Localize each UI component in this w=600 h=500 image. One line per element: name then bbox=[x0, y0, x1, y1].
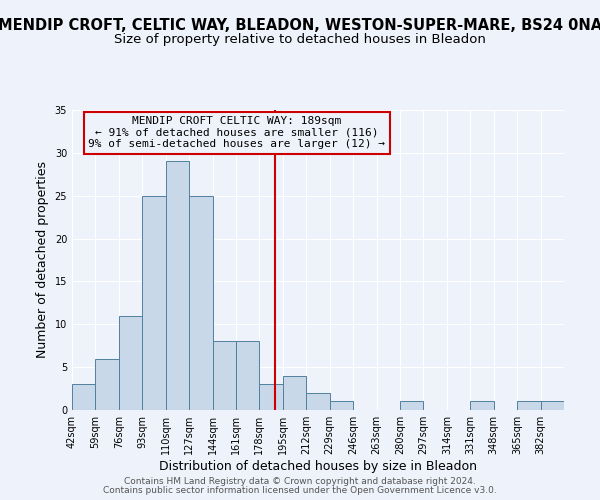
Bar bbox=[400, 402, 424, 410]
Text: Size of property relative to detached houses in Bleadon: Size of property relative to detached ho… bbox=[114, 32, 486, 46]
Bar bbox=[306, 393, 330, 410]
Text: Contains public sector information licensed under the Open Government Licence v3: Contains public sector information licen… bbox=[103, 486, 497, 495]
Y-axis label: Number of detached properties: Number of detached properties bbox=[36, 162, 49, 358]
Bar bbox=[72, 384, 95, 410]
Bar bbox=[212, 342, 236, 410]
Bar bbox=[236, 342, 259, 410]
Bar bbox=[166, 162, 189, 410]
Text: MENDIP CROFT, CELTIC WAY, BLEADON, WESTON-SUPER-MARE, BS24 0NA: MENDIP CROFT, CELTIC WAY, BLEADON, WESTO… bbox=[0, 18, 600, 32]
Bar bbox=[95, 358, 119, 410]
Bar bbox=[541, 402, 564, 410]
Bar bbox=[119, 316, 142, 410]
Bar bbox=[189, 196, 212, 410]
Bar bbox=[330, 402, 353, 410]
Bar bbox=[142, 196, 166, 410]
Bar bbox=[470, 402, 494, 410]
Text: MENDIP CROFT CELTIC WAY: 189sqm
← 91% of detached houses are smaller (116)
9% of: MENDIP CROFT CELTIC WAY: 189sqm ← 91% of… bbox=[88, 116, 385, 149]
Bar bbox=[259, 384, 283, 410]
Text: Contains HM Land Registry data © Crown copyright and database right 2024.: Contains HM Land Registry data © Crown c… bbox=[124, 477, 476, 486]
Bar bbox=[283, 376, 306, 410]
Bar bbox=[517, 402, 541, 410]
X-axis label: Distribution of detached houses by size in Bleadon: Distribution of detached houses by size … bbox=[159, 460, 477, 473]
